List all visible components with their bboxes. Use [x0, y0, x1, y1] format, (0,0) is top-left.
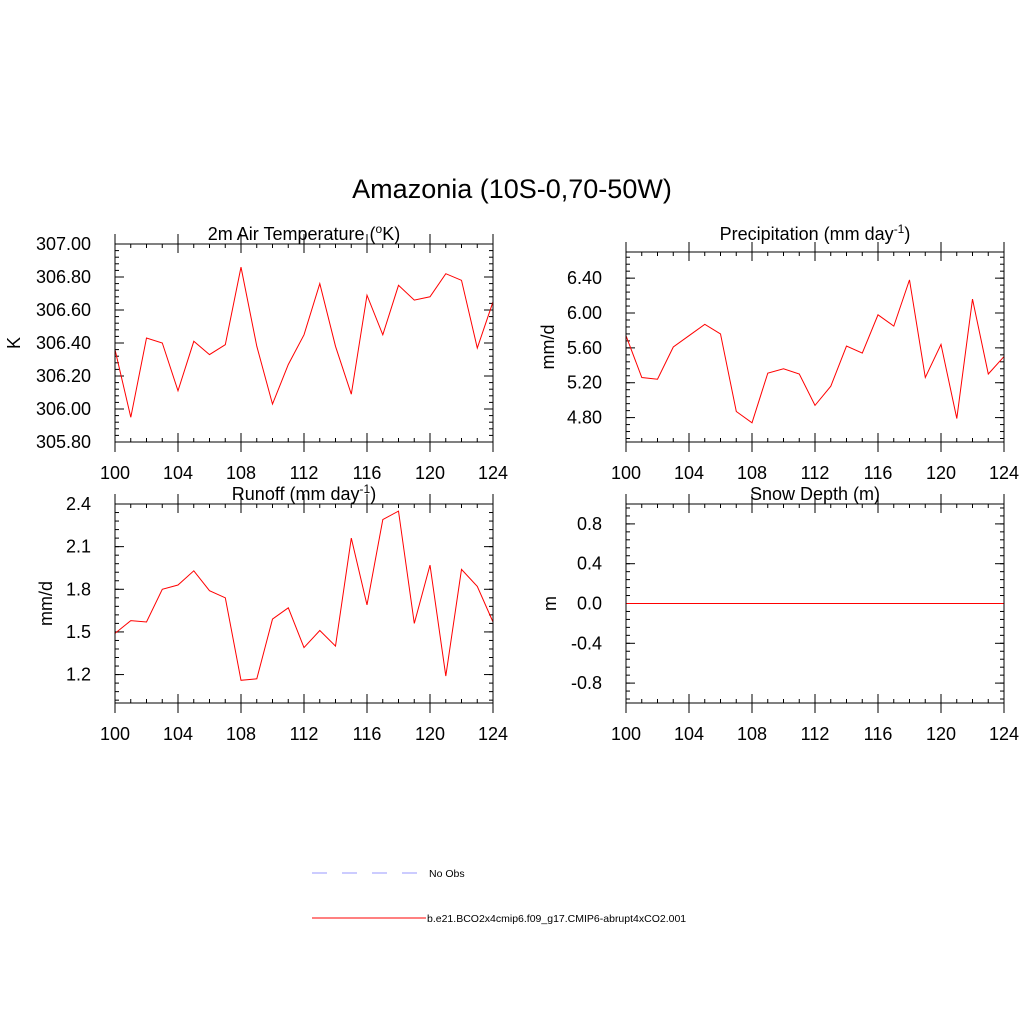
y-tick-label: 2.1 [66, 537, 91, 557]
x-tick-label: 108 [737, 724, 767, 744]
plot-frame [114, 243, 494, 443]
legend-label-no-obs: No Obs [429, 868, 465, 880]
x-tick-label: 100 [100, 724, 130, 744]
y-tick-label: 1.2 [66, 665, 91, 685]
panel-title: Runoff (mm day-1) [232, 482, 376, 504]
x-tick-label: 112 [801, 724, 830, 744]
y-axis-label: mm/d [538, 325, 558, 370]
y-tick-label: 306.00 [36, 399, 91, 419]
y-tick-label: 306.60 [36, 300, 91, 320]
y-tick-label: -0.4 [571, 633, 602, 653]
y-tick-label: 306.40 [36, 333, 91, 353]
x-tick-label: 116 [864, 724, 893, 744]
x-tick-label: 112 [801, 463, 830, 483]
y-tick-label: 0.4 [577, 554, 602, 574]
plot-frame [114, 503, 494, 704]
y-tick-label: 306.80 [36, 267, 91, 287]
legend-label-model-run: b.e21.BCO2x4cmip6.f09_g17.CMIP6-abrupt4x… [427, 913, 686, 925]
x-tick-label: 124 [478, 463, 508, 483]
panels-group: 2m Air Temperature (oK) K 100 104 108 112 116 1… [4, 222, 1019, 744]
x-tick-label: 108 [226, 463, 256, 483]
x-tick-label: 112 [290, 724, 319, 744]
x-tick-label: 124 [989, 463, 1019, 483]
x-tick-label: 104 [163, 724, 193, 744]
x-tick-label: 116 [864, 463, 893, 483]
x-tick-label: 104 [674, 463, 704, 483]
x-tick-label: 120 [415, 463, 445, 483]
y-tick-label: -0.8 [571, 673, 602, 693]
panel-1: 2m Air Temperature (oK) K 100 104 108 112 116 1… [4, 222, 508, 483]
plot-frame [625, 503, 1005, 704]
x-tick-label: 120 [926, 724, 956, 744]
series-line-1 [625, 279, 1005, 424]
x-tick-label: 116 [353, 463, 382, 483]
x-tick-label: 116 [353, 724, 382, 744]
x-tick-label: 120 [415, 724, 445, 744]
y-axis-label: K [4, 337, 24, 349]
y-tick-label: 6.40 [567, 268, 602, 288]
x-tick-label: 112 [290, 463, 319, 483]
x-tick-label: 100 [611, 724, 641, 744]
x-tick-label: 104 [674, 724, 704, 744]
y-tick-label: 1.8 [66, 579, 91, 599]
series-line-1 [114, 510, 494, 681]
y-tick-label: 305.80 [36, 432, 91, 452]
plot-frame [625, 251, 1005, 443]
x-tick-label: 120 [926, 463, 956, 483]
y-axis-label: mm/d [36, 581, 56, 626]
panel-title: Precipitation (mm day-1) [720, 222, 911, 244]
y-tick-label: 1.5 [66, 622, 91, 642]
y-tick-label: 5.60 [567, 338, 602, 358]
x-tick-label: 104 [163, 463, 193, 483]
x-tick-label: 100 [611, 463, 641, 483]
x-tick-label: 100 [100, 463, 130, 483]
y-tick-label: 306.20 [36, 366, 91, 386]
panel-2: Precipitation (mm day-1) mm/d 100 104 108 112… [538, 222, 1019, 483]
y-tick-label: 0.8 [577, 514, 602, 534]
x-tick-label: 108 [226, 724, 256, 744]
legend: No Obs b.e21.BCO2x4cmip6.f09_g17.CMIP6-a… [312, 868, 686, 925]
y-tick-label: 307.00 [36, 234, 91, 254]
panel-title: 2m Air Temperature (oK) [208, 222, 400, 244]
y-tick-label: 6.00 [567, 303, 602, 323]
y-tick-label: 2.4 [66, 494, 91, 514]
panel-3: Runoff (mm day-1) mm/d 100 104 108 112 116 120 1… [36, 482, 508, 744]
y-tick-label: 5.20 [567, 373, 602, 393]
series-line-1 [114, 267, 494, 418]
y-tick-label: 4.80 [567, 408, 602, 428]
x-tick-label: 124 [478, 724, 508, 744]
y-axis-label: m [540, 596, 560, 611]
y-tick-label: 0.0 [577, 594, 602, 614]
x-tick-label: 124 [989, 724, 1019, 744]
x-tick-label: 108 [737, 463, 767, 483]
figure-title: Amazonia (10S-0,70-50W) [352, 174, 672, 204]
